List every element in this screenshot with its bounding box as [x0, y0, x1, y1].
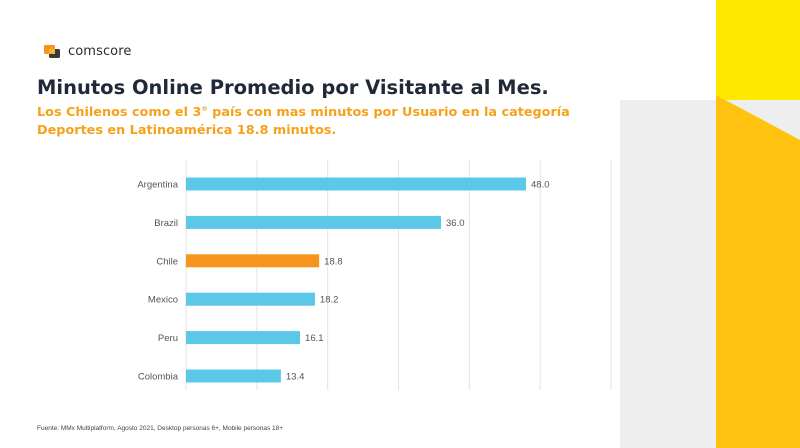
bar [186, 331, 301, 345]
brand-logo: comscore [44, 43, 132, 59]
gold-panel-shape [716, 95, 800, 448]
brand-name: comscore [68, 43, 132, 59]
category-label: Peru [158, 333, 178, 344]
bar [186, 215, 441, 229]
page-title: Minutos Online Promedio por Visitante al… [37, 76, 549, 99]
value-label: 16.1 [305, 333, 324, 344]
category-label: Chile [156, 256, 178, 267]
bar [186, 177, 526, 191]
source-note: Fuente: MMx Multiplatform, Agosto 2021, … [37, 425, 284, 432]
bar [186, 292, 315, 306]
bar-highlight [186, 254, 320, 268]
value-label: 18.2 [320, 295, 339, 306]
value-label: 48.0 [531, 180, 550, 191]
value-label: 13.4 [286, 372, 305, 383]
category-label: Colombia [138, 372, 179, 383]
bar [186, 369, 281, 383]
bar-chart: Argentina 48.0 Brazil 36.0 Chile 18.8 Mexico 18… [137, 160, 612, 390]
category-label: Mexico [148, 295, 178, 306]
page-subtitle: Los Chilenos como el 3° país con mas min… [37, 105, 570, 138]
comscore-logo-icon [44, 45, 60, 58]
value-label: 18.8 [324, 256, 343, 267]
category-label: Brazil [154, 218, 178, 229]
value-label: 36.0 [446, 218, 465, 229]
category-label: Argentina [137, 180, 178, 191]
